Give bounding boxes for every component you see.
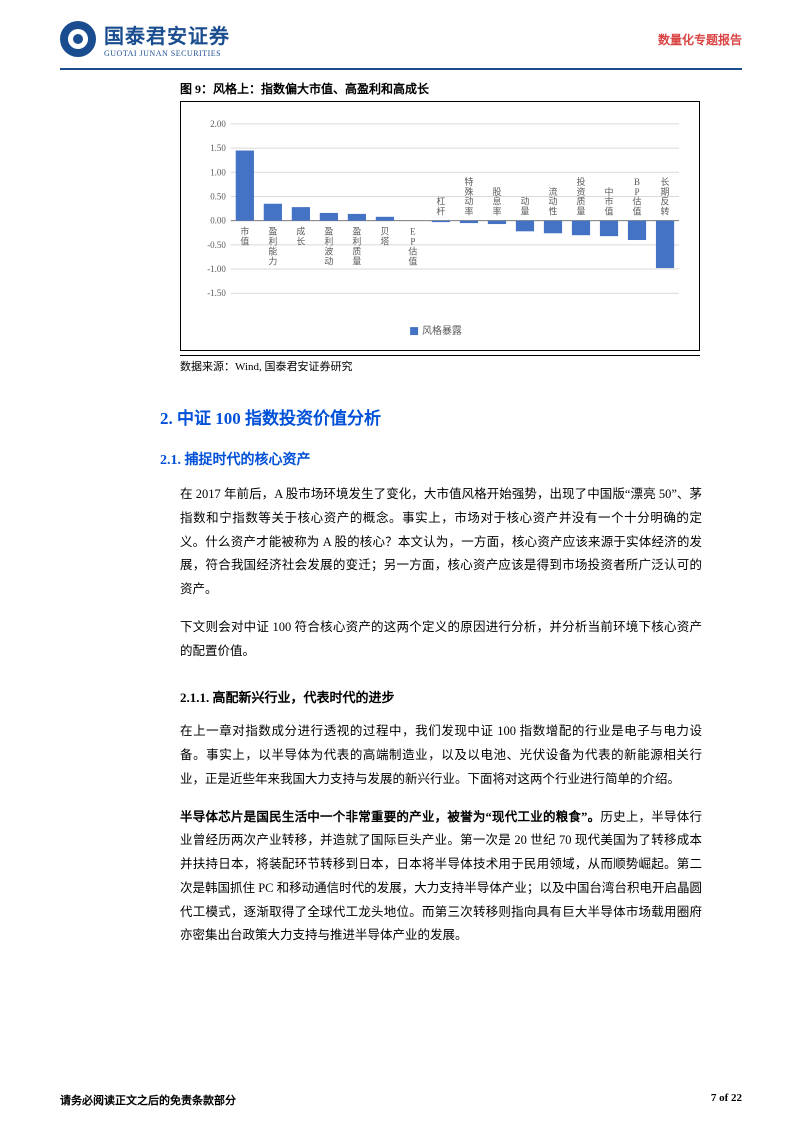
svg-text:流: 流 [549,186,558,197]
svg-text:利: 利 [268,236,277,247]
svg-text:量: 量 [577,207,586,217]
svg-text:波: 波 [324,246,333,257]
svg-text:贝: 贝 [380,227,389,237]
svg-text:长: 长 [661,176,670,187]
svg-text:0.00: 0.00 [210,216,226,226]
svg-text:投: 投 [577,176,586,187]
svg-text:值: 值 [633,206,642,217]
section-2-1-heading: 2.1. 捕捉时代的核心资产 [160,449,702,469]
svg-text:盈: 盈 [352,227,361,237]
svg-text:估: 估 [408,246,417,257]
svg-text:股: 股 [492,187,501,197]
header-report-type: 数量化专题报告 [658,31,742,48]
svg-text:能: 能 [268,246,277,257]
svg-text:利: 利 [324,236,333,247]
svg-text:2.00: 2.00 [210,119,226,129]
svg-text:E: E [410,227,416,237]
paragraph-4: 半导体芯片是国民生活中一个非常重要的产业，被誉为“现代工业的粮食”。历史上，半导… [180,806,702,949]
svg-text:量: 量 [520,207,529,217]
logo-text-en: GUOTAI JUNAN SECURITIES [104,49,230,58]
bar-chart-container: -1.50-1.00-0.500.000.501.001.502.00市值盈利能… [180,101,700,351]
svg-text:值: 值 [605,206,614,217]
page-footer: 请务必阅读正文之后的免责条款部分 7 of 22 [60,1092,742,1108]
bar-chart-svg: -1.50-1.00-0.500.000.501.001.502.00市值盈利能… [191,112,689,345]
svg-text:率: 率 [464,206,473,217]
page-header: 国泰君安证券 GUOTAI JUNAN SECURITIES 数量化专题报告 [0,0,802,63]
svg-text:-0.50: -0.50 [207,240,226,250]
svg-text:性: 性 [549,206,558,217]
svg-text:动: 动 [324,256,333,266]
svg-text:特: 特 [464,176,473,187]
svg-text:资: 资 [577,187,586,197]
svg-text:0.50: 0.50 [210,191,226,201]
svg-text:盈: 盈 [268,227,277,237]
content-area: 图 9：风格上：指数偏大市值、高盈利和高成长 -1.50 -1.00 -0.50 0.… [0,70,802,948]
svg-text:1.00: 1.00 [210,167,226,177]
svg-text:期: 期 [661,187,670,197]
svg-text:杠: 杠 [436,196,445,207]
svg-text:长: 长 [296,236,305,247]
logo-block: 国泰君安证券 GUOTAI JUNAN SECURITIES [60,20,230,58]
svg-text:P: P [635,187,640,197]
svg-text:-1.00: -1.00 [207,264,226,274]
svg-text:-1.50: -1.50 [207,288,226,298]
footer-page-number: 7 of 22 [711,1092,742,1108]
svg-text:盈: 盈 [324,227,333,237]
paragraph-4-bold: 半导体芯片是国民生活中一个非常重要的产业，被誉为“现代工业的粮食”。 [180,810,600,824]
svg-text:率: 率 [492,206,501,217]
svg-text:动: 动 [464,197,473,207]
svg-text:成: 成 [296,226,305,237]
svg-text:力: 力 [268,255,277,266]
svg-text:市: 市 [605,196,614,207]
logo-text-zh: 国泰君安证券 [104,20,230,49]
svg-text:质: 质 [352,246,361,257]
paragraph-3: 在上一章对指数成分进行透视的过程中，我们发现中证 100 指数增配的行业是电子与… [180,720,702,791]
svg-text:杆: 杆 [436,206,445,217]
section-2-heading: 2. 中证 100 指数投资价值分析 [160,404,702,429]
svg-text:量: 量 [352,256,361,266]
data-source: 数据来源：Wind, 国泰君安证券研究 [180,355,700,374]
svg-text:P: P [410,237,415,247]
svg-text:中: 中 [605,186,614,197]
svg-text:估: 估 [633,196,642,207]
paragraph-1: 在 2017 年前后，A 股市场环境发生了变化，大市值风格开始强势，出现了中国版… [180,483,702,602]
logo-text-wrap: 国泰君安证券 GUOTAI JUNAN SECURITIES [104,20,230,58]
svg-text:息: 息 [492,196,501,207]
svg-text:市: 市 [240,226,249,237]
svg-text:塔: 塔 [380,236,389,247]
section-2-1-1-heading: 2.1.1. 高配新兴行业，代表时代的进步 [180,687,702,706]
svg-text:动: 动 [520,197,529,207]
svg-text:B: B [634,177,640,187]
figure-title: 图 9：风格上：指数偏大市值、高盈利和高成长 [180,80,702,97]
svg-text:利: 利 [352,236,361,247]
svg-text:风格暴露: 风格暴露 [422,324,462,337]
svg-text:殊: 殊 [464,186,473,197]
company-logo-icon [60,21,96,57]
svg-text:值: 值 [408,255,417,266]
svg-text:反: 反 [661,197,670,207]
svg-text:1.50: 1.50 [210,143,226,153]
svg-text:动: 动 [549,197,558,207]
paragraph-2: 下文则会对中证 100 符合核心资产的这两个定义的原因进行分析，并分析当前环境下… [180,616,702,664]
paragraph-4-rest: 历史上，半导体行业曾经历两次产业转移，并造就了国际巨头产业。第一次是 20 世纪… [180,810,702,943]
svg-text:转: 转 [661,206,670,217]
svg-text:质: 质 [577,196,586,207]
footer-disclaimer: 请务必阅读正文之后的免责条款部分 [60,1092,236,1108]
svg-text:值: 值 [240,236,249,247]
